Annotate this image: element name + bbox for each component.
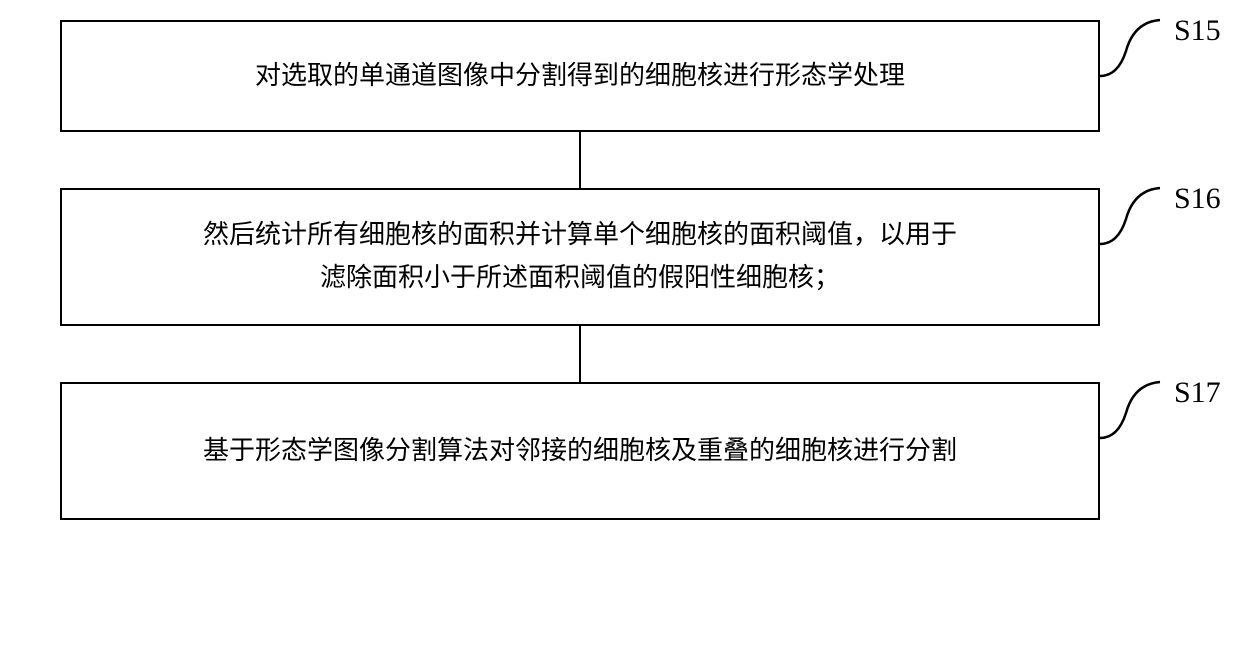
flow-node-text-line1: 然后统计所有细胞核的面积并计算单个细胞核的面积阈值，以用于: [203, 214, 957, 257]
step-label-s17: S17: [1174, 376, 1221, 410]
flow-node-text-line2: 滤除面积小于所述面积阈值的假阳性细胞核；: [203, 257, 957, 300]
callout-curve-icon: [1098, 378, 1168, 448]
flow-node-text: 基于形态学图像分割算法对邻接的细胞核及重叠的细胞核进行分割: [203, 430, 957, 473]
flowchart-container: 对选取的单通道图像中分割得到的细胞核进行形态学处理 然后统计所有细胞核的面积并计…: [60, 20, 1100, 520]
flow-node-s16: 然后统计所有细胞核的面积并计算单个细胞核的面积阈值，以用于 滤除面积小于所述面积…: [60, 188, 1100, 326]
step-label-s15: S15: [1174, 14, 1221, 48]
flow-node-text: 对选取的单通道图像中分割得到的细胞核进行形态学处理: [255, 55, 905, 98]
flow-connector: [579, 326, 581, 382]
flow-node-s15: 对选取的单通道图像中分割得到的细胞核进行形态学处理: [60, 20, 1100, 132]
callout-curve-icon: [1098, 184, 1168, 254]
callout-curve-icon: [1098, 16, 1168, 86]
step-label-s16: S16: [1174, 182, 1221, 216]
flow-node-s17: 基于形态学图像分割算法对邻接的细胞核及重叠的细胞核进行分割: [60, 382, 1100, 520]
flow-connector: [579, 132, 581, 188]
